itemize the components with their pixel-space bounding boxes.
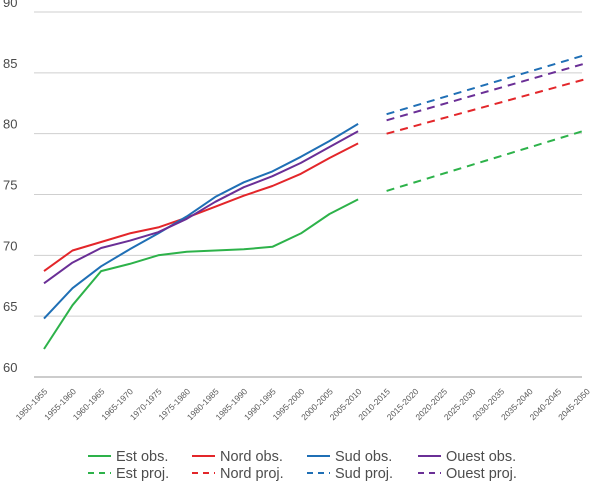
series-line-sud-proj bbox=[386, 53, 587, 116]
grid bbox=[34, 11, 582, 378]
y-tick-label: 70 bbox=[3, 238, 17, 253]
legend: Est obs. Nord obs. Sud obs. Ouest obs. Est p… bbox=[88, 449, 517, 482]
series-line-nord-obs bbox=[43, 142, 359, 272]
legend-label: Nord proj. bbox=[220, 466, 284, 482]
legend-label: Nord obs. bbox=[220, 449, 283, 465]
y-tick-label: 85 bbox=[3, 56, 17, 71]
series-line-est-proj bbox=[386, 129, 587, 192]
y-tick-label: 80 bbox=[3, 117, 17, 132]
series-line-ouest-obs bbox=[43, 130, 359, 285]
x-axis: 1950-19551955-19601960-19651965-19701970… bbox=[14, 386, 592, 422]
y-axis: 60 65 70 75 80 85 90 bbox=[3, 0, 17, 375]
series-line-est-obs bbox=[43, 198, 359, 350]
y-tick-label: 75 bbox=[3, 178, 17, 193]
legend-label: Ouest obs. bbox=[446, 449, 516, 465]
legend-label: Sud proj. bbox=[335, 466, 393, 482]
y-tick-label: 60 bbox=[3, 360, 17, 375]
y-tick-label: 90 bbox=[3, 0, 17, 10]
legend-label: Est proj. bbox=[116, 466, 169, 482]
series-line-sud-obs bbox=[43, 123, 359, 320]
legend-label: Est obs. bbox=[116, 449, 168, 465]
legend-label: Ouest proj. bbox=[446, 466, 517, 482]
series-line-nord-proj bbox=[386, 77, 587, 135]
series-line-ouest-proj bbox=[386, 62, 587, 122]
series-lines bbox=[43, 53, 587, 350]
legend-label: Sud obs. bbox=[335, 449, 392, 465]
y-tick-label: 65 bbox=[3, 299, 17, 314]
